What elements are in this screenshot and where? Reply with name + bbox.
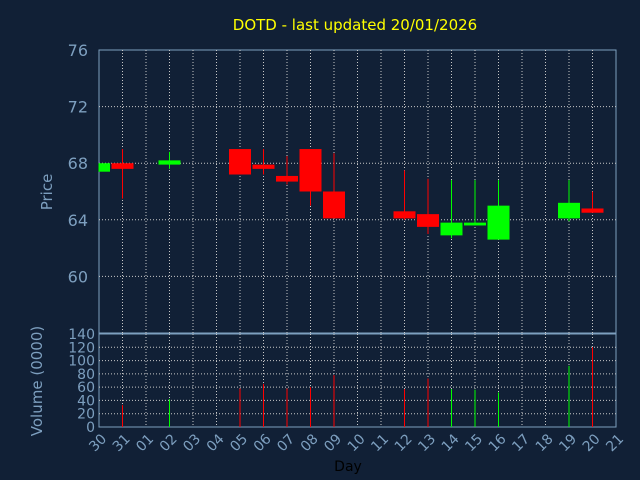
price-tick-label: 68 xyxy=(68,154,88,173)
price-ticks: 60 64 68 72 76 xyxy=(68,41,88,286)
volume-tick-label: 0 xyxy=(86,420,95,436)
volume-tick-label: 60 xyxy=(77,380,95,396)
candle-body xyxy=(440,222,463,236)
candle-body xyxy=(464,222,486,226)
price-panel: 60 64 68 72 76 Price xyxy=(38,41,617,334)
chart-title: DOTD - last updated 20/01/2026 xyxy=(233,16,477,34)
candle-body xyxy=(393,211,416,219)
volume-axis-label: Volume (0000) xyxy=(28,326,46,436)
candle-body xyxy=(276,175,298,182)
x-ticks: 30 31 01 02 03 04 05 06 07 08 09 10 11 12 13 14 15 16 17 18… xyxy=(86,431,627,455)
volume-tick-label: 100 xyxy=(68,354,95,370)
volume-tick-label: 120 xyxy=(68,340,95,356)
volume-tick-label: 80 xyxy=(77,367,95,383)
price-tick-label: 76 xyxy=(68,41,88,60)
candle-body xyxy=(558,202,580,219)
candles xyxy=(98,149,604,240)
candle-body xyxy=(299,149,322,192)
volume-grid xyxy=(99,334,616,427)
candle-body xyxy=(111,163,134,169)
price-tick-label: 72 xyxy=(68,98,88,117)
candle-body xyxy=(158,160,181,165)
volume-tick-label: 140 xyxy=(68,327,95,343)
price-tick-label: 64 xyxy=(68,211,88,230)
candle-body xyxy=(229,149,251,175)
volume-bars xyxy=(122,347,593,427)
candle-body xyxy=(323,191,345,219)
volume-tick-label: 20 xyxy=(77,407,95,423)
candle-body xyxy=(581,208,604,213)
candle-body xyxy=(252,164,275,169)
candle-body xyxy=(487,205,510,240)
candle-body xyxy=(417,214,439,227)
price-axis-label: Price xyxy=(38,174,56,211)
price-tick-label: 60 xyxy=(68,267,88,286)
volume-tick-label: 40 xyxy=(77,393,95,409)
candle-body xyxy=(99,163,110,172)
x-axis-label: Day xyxy=(334,459,362,475)
